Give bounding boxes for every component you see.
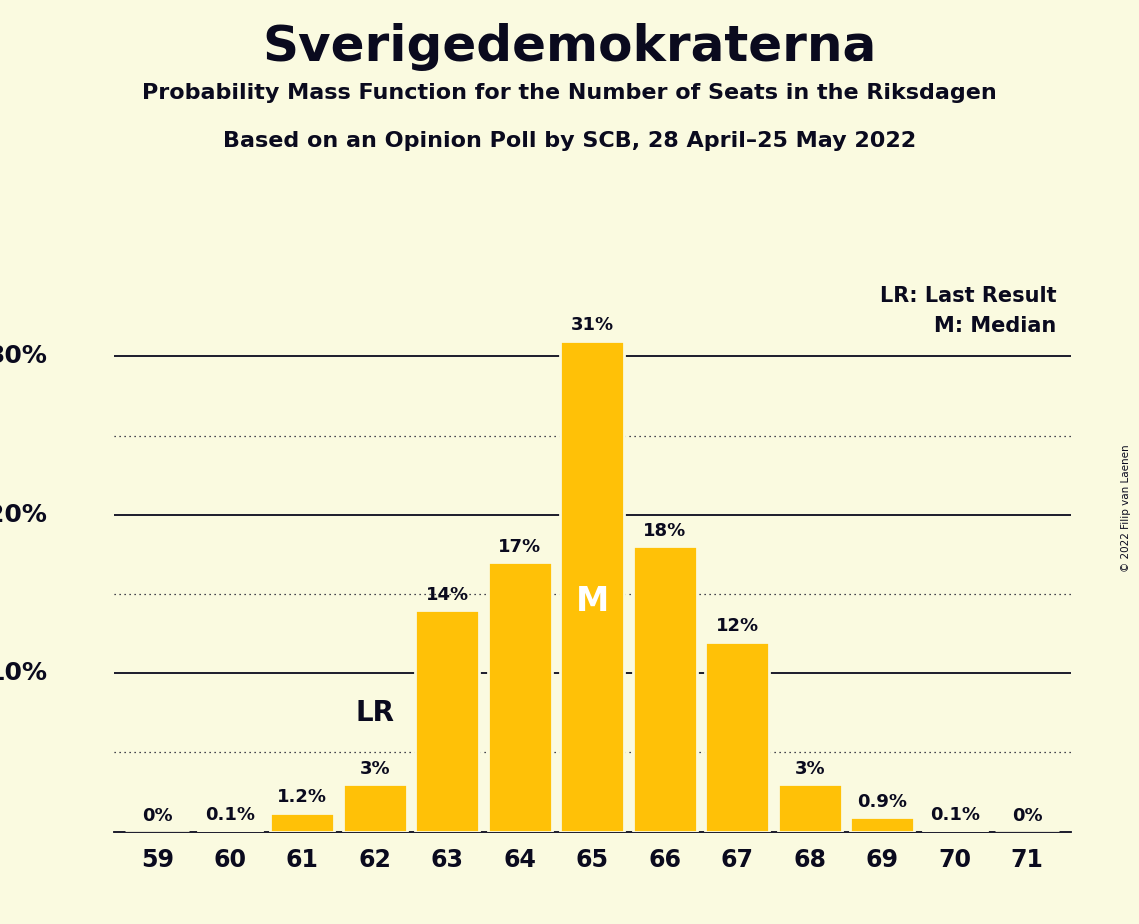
Text: Probability Mass Function for the Number of Seats in the Riksdagen: Probability Mass Function for the Number…	[142, 83, 997, 103]
Bar	[705, 641, 769, 832]
Text: 12%: 12%	[715, 617, 759, 635]
Text: 18%: 18%	[644, 522, 687, 541]
Bar	[270, 812, 334, 832]
Text: 10%: 10%	[0, 662, 47, 686]
Text: 20%: 20%	[0, 503, 47, 527]
Text: M: Median: M: Median	[934, 316, 1056, 336]
Bar	[778, 784, 842, 832]
Text: 17%: 17%	[498, 538, 541, 556]
Text: 1.2%: 1.2%	[278, 788, 327, 807]
Text: 0.9%: 0.9%	[858, 793, 907, 811]
Bar	[560, 341, 624, 832]
Text: 31%: 31%	[571, 316, 614, 334]
Bar	[487, 563, 551, 832]
Text: LR: Last Result: LR: Last Result	[879, 286, 1056, 306]
Bar	[343, 784, 407, 832]
Text: 0.1%: 0.1%	[205, 806, 255, 823]
Text: 3%: 3%	[360, 760, 391, 778]
Text: LR: LR	[355, 699, 394, 727]
Text: M: M	[575, 586, 609, 618]
Text: Sverigedemokraterna: Sverigedemokraterna	[262, 23, 877, 71]
Text: 14%: 14%	[426, 586, 469, 603]
Text: 0%: 0%	[142, 808, 173, 825]
Text: 0%: 0%	[1011, 808, 1042, 825]
Text: 0.1%: 0.1%	[929, 806, 980, 823]
Bar	[416, 610, 480, 832]
Text: 30%: 30%	[0, 345, 47, 369]
Bar	[923, 830, 986, 832]
Bar	[633, 546, 697, 832]
Bar	[198, 830, 262, 832]
Text: Based on an Opinion Poll by SCB, 28 April–25 May 2022: Based on an Opinion Poll by SCB, 28 Apri…	[223, 131, 916, 152]
Text: © 2022 Filip van Laenen: © 2022 Filip van Laenen	[1121, 444, 1131, 572]
Text: 3%: 3%	[794, 760, 825, 778]
Bar	[851, 818, 915, 832]
